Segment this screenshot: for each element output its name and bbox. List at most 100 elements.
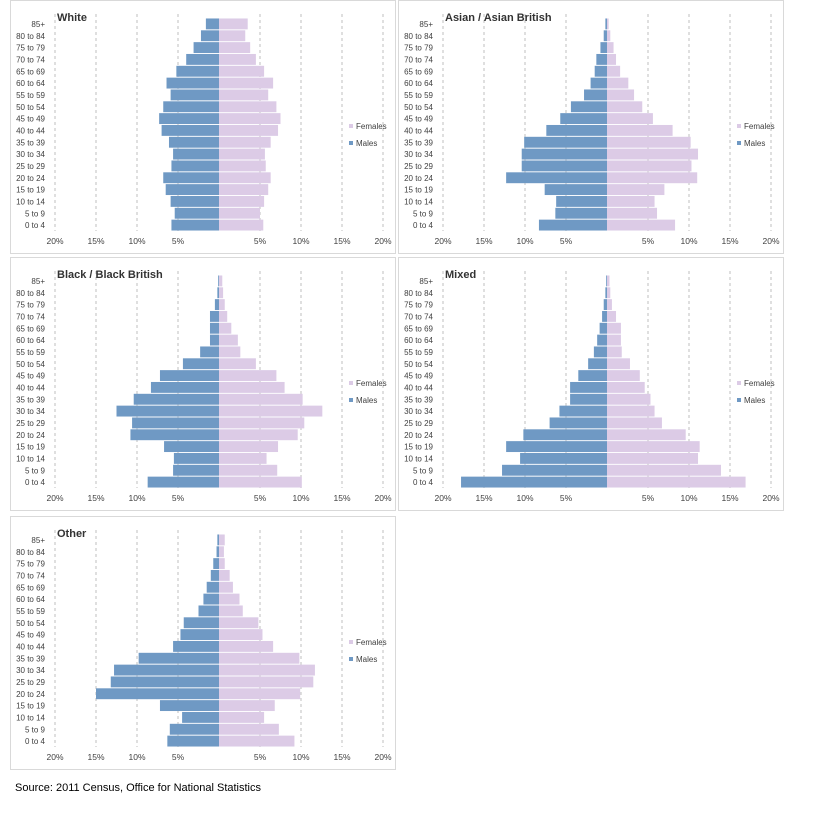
legend-label: Males	[356, 396, 377, 405]
bar-males	[209, 310, 219, 322]
bar-females	[607, 195, 655, 207]
y-tick-label: 50 to 54	[16, 619, 45, 628]
bar-females	[607, 113, 653, 125]
bar-females	[607, 89, 635, 101]
legend-swatch	[349, 381, 353, 385]
bar-females	[219, 65, 265, 77]
bar-females	[607, 42, 614, 54]
bar-males	[206, 581, 219, 593]
y-tick-label: 0 to 4	[25, 221, 46, 230]
bar-females	[607, 417, 662, 429]
x-tick-label: 5%	[560, 236, 573, 246]
y-tick-label: 85+	[419, 20, 433, 29]
y-tick-label: 5 to 9	[25, 725, 46, 734]
bar-males	[602, 310, 607, 322]
bar-females	[607, 381, 645, 393]
bar-males	[203, 593, 219, 605]
bar-females	[219, 124, 279, 136]
bar-males	[166, 77, 219, 89]
bar-males	[603, 299, 607, 311]
bar-females	[219, 464, 278, 476]
y-tick-label: 55 to 59	[404, 348, 433, 357]
y-tick-label: 75 to 79	[404, 301, 433, 310]
chart-title: White	[57, 12, 87, 24]
x-tick-label: 15%	[87, 752, 104, 762]
bar-females	[607, 65, 621, 77]
bar-males	[159, 113, 219, 125]
y-tick-label: 45 to 49	[16, 115, 45, 124]
bar-females	[607, 136, 691, 148]
bar-males	[198, 605, 219, 617]
y-tick-label: 5 to 9	[25, 466, 46, 475]
y-tick-label: 45 to 49	[16, 372, 45, 381]
bar-females	[219, 429, 298, 441]
bar-females	[607, 287, 611, 299]
bar-females	[607, 322, 621, 334]
pyramid-chart: 20% 15% 10% 5% 5% 10% 15% 20%0 to 45 to 910 to …	[404, 12, 780, 246]
bar-females	[219, 18, 248, 30]
bar-males	[217, 534, 219, 546]
y-tick-label: 45 to 49	[404, 372, 433, 381]
bar-females	[219, 113, 281, 125]
bar-males	[209, 322, 219, 334]
y-tick-label: 15 to 19	[16, 186, 45, 195]
bar-females	[607, 334, 621, 346]
y-tick-label: 50 to 54	[16, 360, 45, 369]
bar-males	[214, 299, 219, 311]
bar-females	[219, 89, 269, 101]
x-tick-label: 5%	[254, 236, 267, 246]
bar-females	[219, 700, 275, 712]
bar-males	[596, 53, 607, 65]
y-tick-label: 65 to 69	[404, 324, 433, 333]
legend-label: Females	[356, 379, 387, 388]
bar-males	[559, 405, 607, 417]
x-tick-label: 10%	[128, 752, 145, 762]
y-tick-label: 50 to 54	[16, 103, 45, 112]
bar-males	[570, 393, 607, 405]
bar-males	[164, 441, 219, 453]
source-note: Source: 2011 Census, Office for National…	[15, 782, 261, 794]
y-tick-label: 55 to 59	[404, 91, 433, 100]
x-tick-label: 20%	[46, 752, 63, 762]
bar-males	[193, 42, 219, 54]
x-tick-label: 15%	[333, 752, 350, 762]
y-tick-label: 30 to 34	[404, 407, 433, 416]
bar-males	[560, 113, 607, 125]
bar-males	[200, 30, 219, 42]
bar-females	[219, 30, 246, 42]
bar-females	[607, 219, 676, 231]
y-tick-label: 0 to 4	[413, 221, 434, 230]
bar-males	[147, 476, 219, 488]
y-tick-label: 0 to 4	[25, 737, 46, 746]
bar-males	[182, 711, 219, 723]
pyramid-chart: 20% 15% 10% 5% 5% 10% 15% 20%0 to 45 to 910 to …	[16, 12, 392, 246]
x-tick-label: 5%	[254, 752, 267, 762]
bar-females	[219, 534, 225, 546]
y-tick-label: 30 to 34	[404, 150, 433, 159]
bar-females	[219, 688, 301, 700]
bar-males	[594, 65, 607, 77]
bar-females	[219, 136, 271, 148]
y-tick-label: 35 to 39	[404, 395, 433, 404]
y-tick-label: 25 to 29	[16, 678, 45, 687]
x-tick-label: 20%	[374, 493, 391, 503]
pyramid-chart: 20% 15% 10% 5% 5% 10% 15% 20%0 to 45 to 910 to …	[16, 528, 392, 762]
bar-females	[607, 299, 612, 311]
bar-females	[607, 207, 658, 219]
x-tick-label: 10%	[516, 236, 533, 246]
bar-males	[161, 124, 219, 136]
x-tick-label: 10%	[292, 236, 309, 246]
y-tick-label: 10 to 14	[16, 454, 45, 463]
bar-females	[607, 358, 630, 370]
bar-females	[219, 160, 266, 172]
x-tick-label: 20%	[762, 236, 779, 246]
x-tick-label: 20%	[46, 236, 63, 246]
bar-males	[593, 346, 607, 358]
bar-females	[219, 605, 243, 617]
pyramid-chart: 20% 15% 10% 5% 5% 10% 15% 20%0 to 45 to 910 to …	[16, 269, 392, 503]
bar-females	[219, 148, 265, 160]
y-tick-label: 70 to 74	[16, 55, 45, 64]
bar-females	[219, 676, 314, 688]
y-tick-label: 0 to 4	[25, 478, 46, 487]
bar-males	[133, 393, 219, 405]
